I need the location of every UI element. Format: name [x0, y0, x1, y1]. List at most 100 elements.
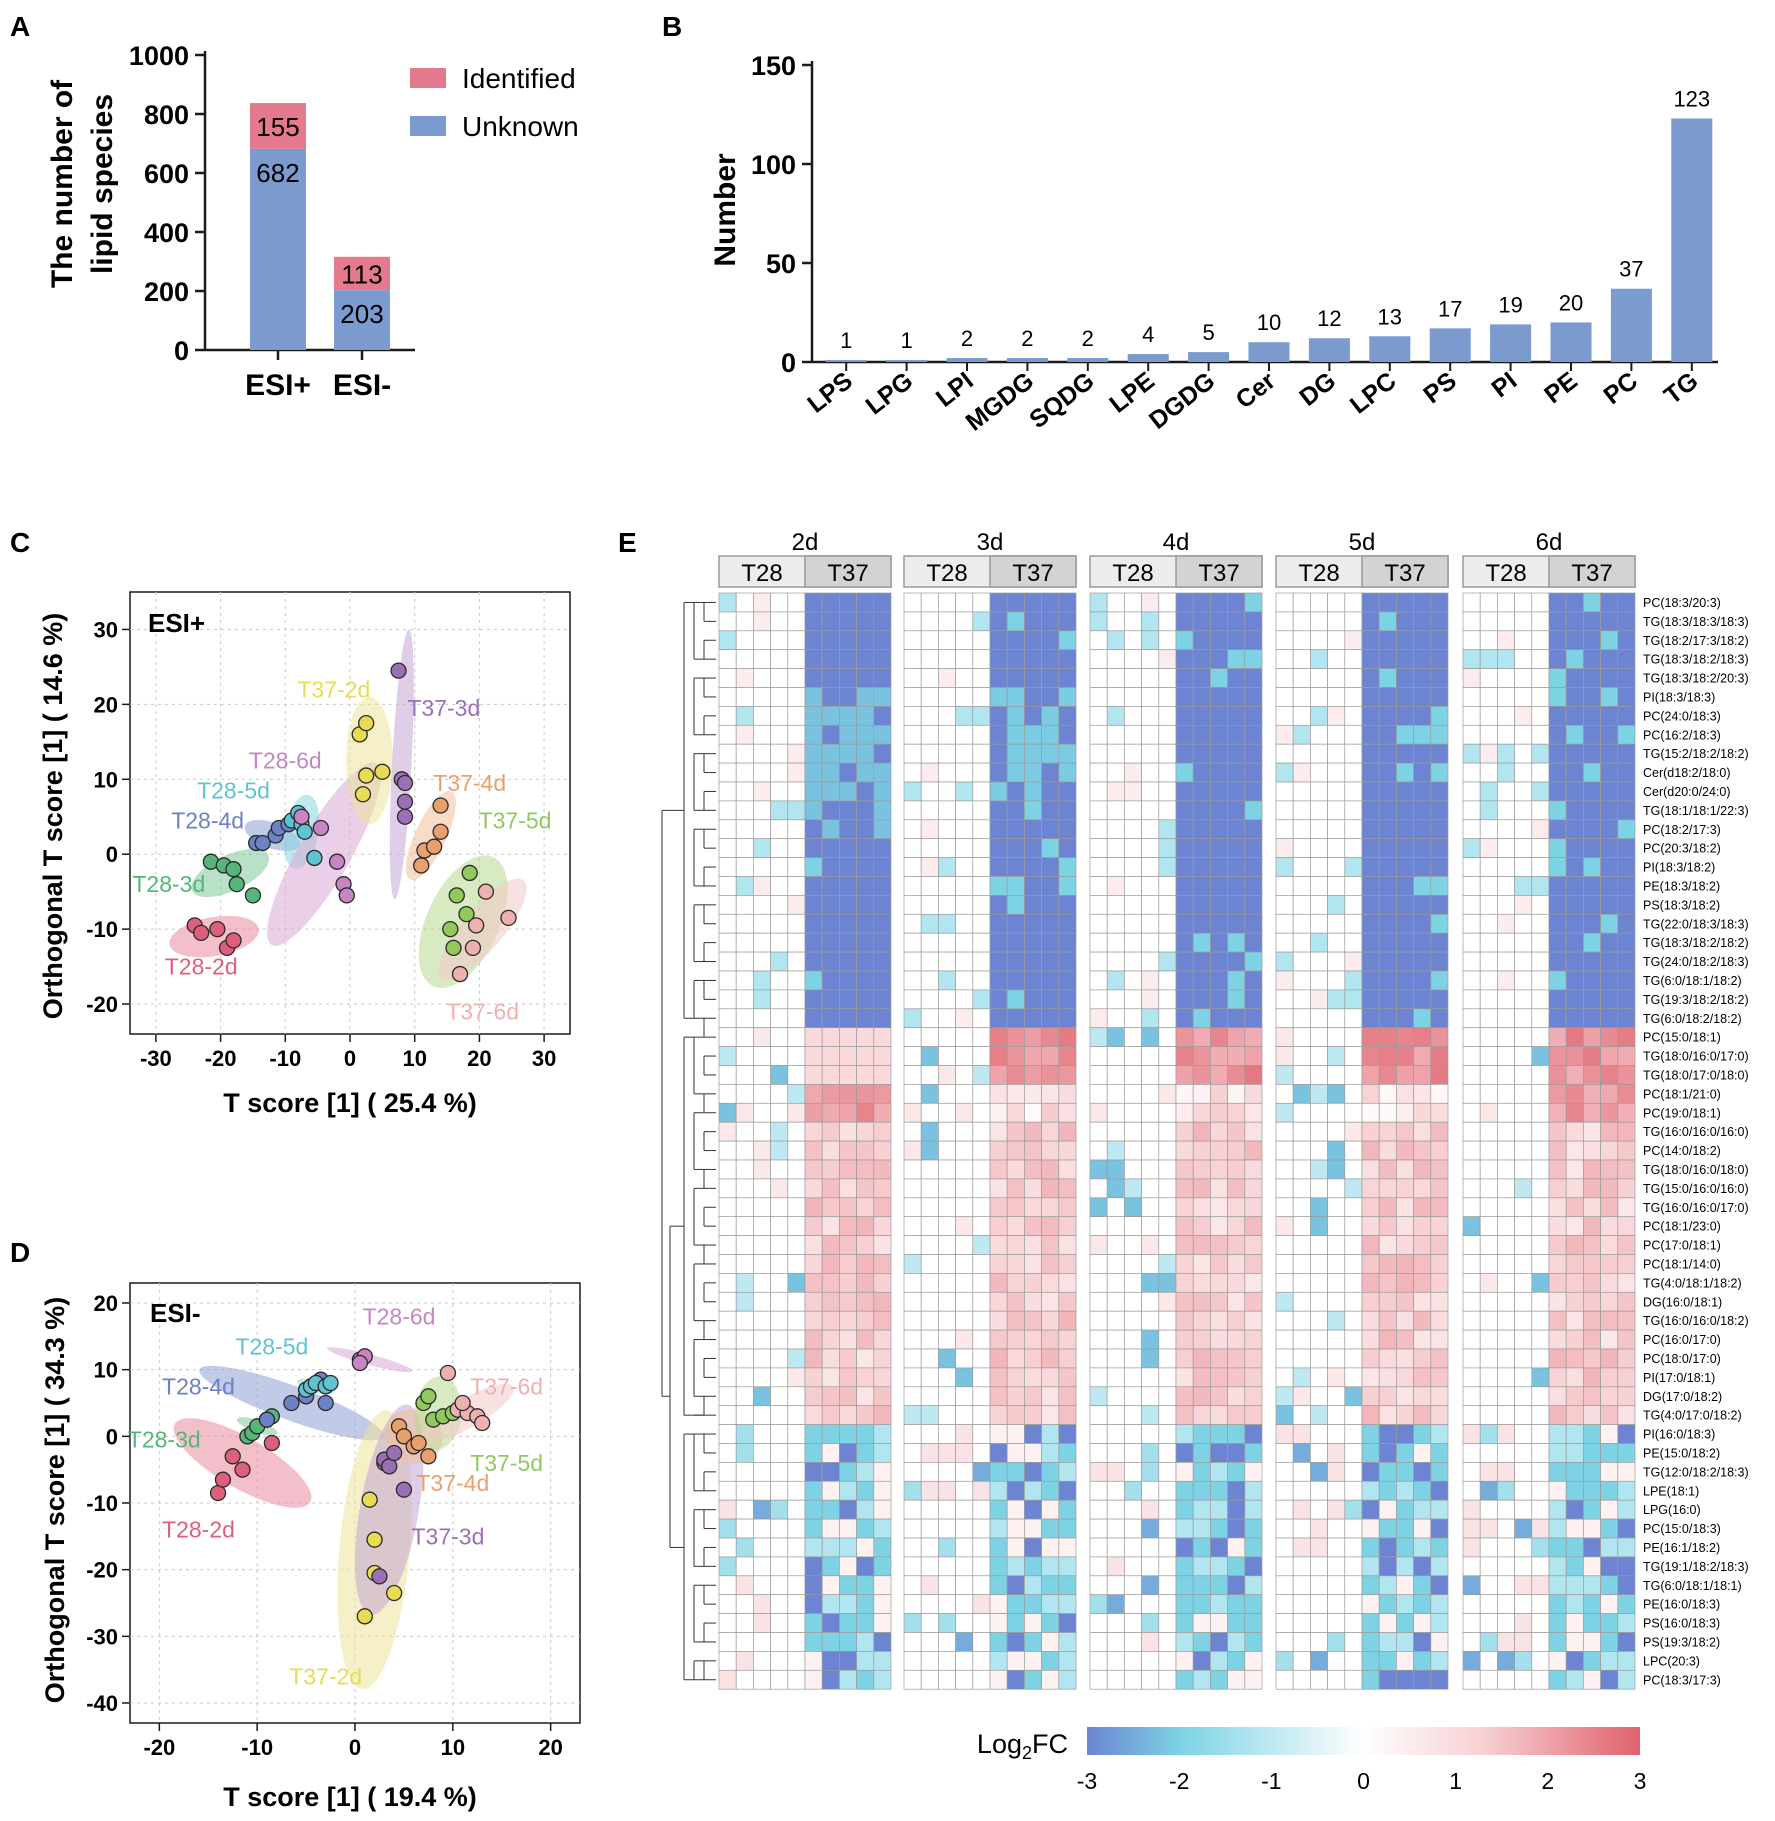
heatmap-cell — [821, 1651, 840, 1671]
heatmap-cell — [753, 970, 771, 991]
heatmap-cell — [735, 1084, 754, 1104]
heatmap-cell — [1462, 649, 1481, 669]
heatmap-cell — [1024, 1594, 1042, 1614]
heatmap-cell — [1124, 895, 1142, 915]
heatmap-cell — [1124, 1518, 1142, 1539]
heatmap-cell — [770, 1065, 789, 1085]
heatmap-cell — [753, 781, 771, 802]
heatmap-cell — [770, 1273, 789, 1293]
heatmap-cell — [1531, 630, 1550, 651]
heatmap-cell — [1548, 1405, 1567, 1425]
heatmap-cell — [1565, 1329, 1584, 1350]
heatmap-cell — [1497, 1121, 1515, 1142]
heatmap-cell — [903, 687, 922, 707]
heatmap-cell — [1430, 724, 1449, 745]
heatmap-cell — [787, 1613, 806, 1633]
heatmap-cell — [1497, 1008, 1515, 1029]
heatmap-cell — [1158, 1065, 1177, 1085]
heatmap-cell — [920, 800, 939, 821]
heatmap-cell — [718, 1669, 737, 1690]
heatmap-cell — [1479, 1443, 1498, 1463]
heatmap-cell — [1617, 1556, 1636, 1577]
heatmap-cell — [1041, 1102, 1060, 1123]
heatmap-cell — [1531, 649, 1550, 669]
bar-value-label: 123 — [1673, 86, 1710, 111]
heatmap-cell — [1158, 932, 1177, 953]
heatmap-cell — [1531, 1310, 1550, 1331]
heatmap-cell — [735, 857, 754, 877]
heatmap-cell — [1024, 1462, 1042, 1482]
heatmap-cell — [1244, 1348, 1263, 1369]
heatmap-cell — [1565, 1386, 1584, 1407]
heatmap-cell — [1244, 800, 1263, 821]
heatmap-cell — [1106, 819, 1125, 840]
heatmap-cell — [839, 1235, 857, 1255]
heatmap-cell — [1058, 611, 1077, 632]
row-label: TG(6:0/18:1/18:2) — [1643, 974, 1742, 988]
heatmap-cell — [873, 989, 892, 1010]
heatmap-cell — [1158, 630, 1177, 651]
heatmap-cell — [787, 1348, 806, 1369]
heatmap-cell — [753, 668, 771, 688]
heatmap-cell — [1344, 611, 1363, 632]
heatmap-cell — [1292, 611, 1311, 632]
heatmap-cell — [938, 1537, 956, 1558]
heatmap-cell — [1041, 1424, 1060, 1444]
heatmap-cell — [1089, 1235, 1108, 1255]
heatmap-cell — [1344, 1651, 1363, 1671]
heatmap-cell — [1041, 630, 1060, 651]
heatmap-cell — [989, 1537, 1008, 1558]
group-label-T37-4d: T37-4d — [433, 770, 506, 796]
heatmap-cell — [1227, 1613, 1246, 1633]
heatmap-cell — [1344, 932, 1363, 953]
heatmap-cell — [1041, 592, 1060, 613]
heatmap-cell — [1531, 895, 1550, 915]
heatmap-cell — [1124, 1159, 1142, 1180]
heatmap-cell — [1497, 1140, 1515, 1161]
heatmap-cell — [753, 1462, 771, 1482]
heatmap-cell — [1344, 1273, 1363, 1293]
heatmap-cell — [1124, 1254, 1142, 1274]
heatmap-cell — [1192, 1669, 1211, 1690]
heatmap-cell — [1089, 1594, 1108, 1614]
heatmap-cell — [1565, 932, 1584, 953]
ellipse-T28-6d — [267, 762, 382, 946]
heatmap-cell — [1413, 819, 1432, 840]
heatmap-cell — [972, 1046, 991, 1066]
heatmap-cell — [1244, 592, 1263, 613]
heatmap-cell — [1600, 1669, 1619, 1690]
heatmap-cell — [1462, 743, 1481, 764]
heatmap-cell — [1497, 970, 1515, 991]
heatmap-cell — [938, 1084, 956, 1104]
heatmap-cell — [1210, 1008, 1228, 1029]
heatmap-cell — [955, 1235, 974, 1255]
heatmap-cell — [821, 838, 840, 858]
heatmap-cell — [1175, 1046, 1194, 1066]
heatmap-cell — [770, 1651, 789, 1671]
heatmap-cell — [1089, 1651, 1108, 1671]
heatmap-cell — [1227, 1254, 1246, 1274]
heatmap-cell — [1024, 1499, 1042, 1520]
heatmap-cell — [1089, 1121, 1108, 1142]
heatmap-cell — [1175, 951, 1194, 972]
heatmap-cell — [1565, 1273, 1584, 1293]
group-label-T28-6d: T28-6d — [363, 1303, 436, 1329]
heatmap-cell — [1497, 1594, 1515, 1614]
heatmap-cell — [1292, 1405, 1311, 1425]
row-label: PC(16:0/17:0) — [1643, 1333, 1721, 1347]
heatmap-cell — [1244, 1594, 1263, 1614]
bar-Cer — [1248, 342, 1290, 362]
heatmap-cell — [1430, 592, 1449, 613]
heatmap-cell — [856, 1235, 875, 1255]
heatmap-cell — [1462, 1632, 1481, 1652]
heatmap-cell — [1430, 1632, 1449, 1652]
point-T37-4d — [420, 1448, 437, 1465]
heatmap-cell — [1192, 876, 1211, 896]
heatmap-cell — [1158, 819, 1177, 840]
heatmap-cell — [839, 970, 857, 991]
heatmap-cell — [1292, 970, 1311, 991]
heatmap-cell — [1141, 781, 1160, 802]
heatmap-cell — [839, 724, 857, 745]
heatmap-cell — [1158, 1046, 1177, 1066]
heatmap-cell — [1058, 989, 1077, 1010]
